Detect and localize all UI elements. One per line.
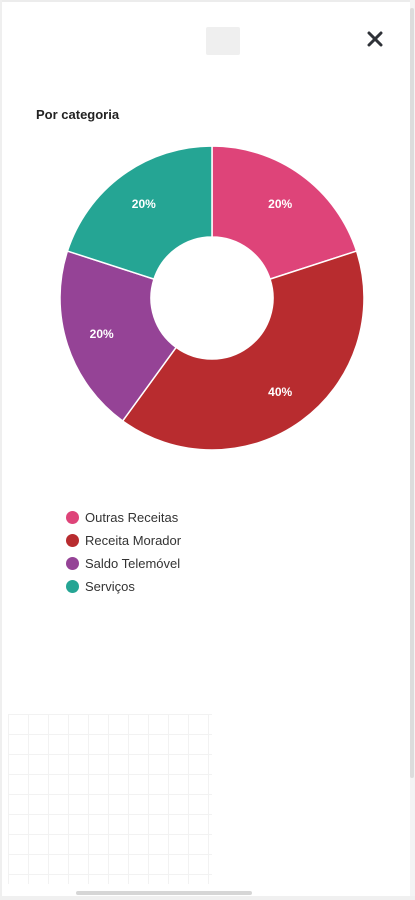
data-label-servicos: 20% <box>132 197 156 211</box>
legend-item-servicos[interactable]: Serviços <box>66 575 181 598</box>
drag-handle <box>206 27 240 55</box>
legend-swatch-outras-receitas <box>66 511 79 524</box>
legend-label-outras-receitas: Outras Receitas <box>85 510 179 525</box>
close-button[interactable] <box>362 26 388 52</box>
legend-swatch-saldo-telemovel <box>66 557 79 570</box>
legend-item-saldo-telemovel[interactable]: Saldo Telemóvel <box>66 552 181 575</box>
vertical-scrollbar-thumb[interactable] <box>410 8 414 778</box>
close-icon <box>367 31 383 47</box>
slice-saldo-telemovel[interactable] <box>59 250 178 423</box>
legend-label-receita-morador: Receita Morador <box>85 533 182 548</box>
vertical-scrollbar-track[interactable] <box>410 0 415 900</box>
background-grid <box>8 714 212 884</box>
donut-chart: 20% 40% 20% 20% <box>59 145 365 451</box>
slice-receita-morador[interactable] <box>121 250 365 451</box>
horizontal-scrollbar-thumb[interactable] <box>76 891 252 895</box>
frame-bottom-border <box>0 896 415 900</box>
legend-swatch-receita-morador <box>66 534 79 547</box>
legend-label-servicos: Serviços <box>85 579 135 594</box>
frame-left-border <box>0 0 2 900</box>
legend-item-outras-receitas[interactable]: Outras Receitas <box>66 506 181 529</box>
chart-legend: Outras Receitas Receita Morador Saldo Tele… <box>66 506 181 598</box>
data-label-receita-morador: 40% <box>268 385 292 399</box>
data-label-outras-receitas: 20% <box>268 197 292 211</box>
slice-servicos[interactable] <box>66 145 213 281</box>
legend-item-receita-morador[interactable]: Receita Morador <box>66 529 181 552</box>
chart-title: Por categoria <box>36 107 120 122</box>
frame-top-border <box>0 0 415 2</box>
slice-outras-receitas[interactable] <box>211 145 358 281</box>
legend-swatch-servicos <box>66 580 79 593</box>
data-label-saldo-telemovel: 20% <box>90 327 114 341</box>
legend-label-saldo-telemovel: Saldo Telemóvel <box>85 556 181 571</box>
